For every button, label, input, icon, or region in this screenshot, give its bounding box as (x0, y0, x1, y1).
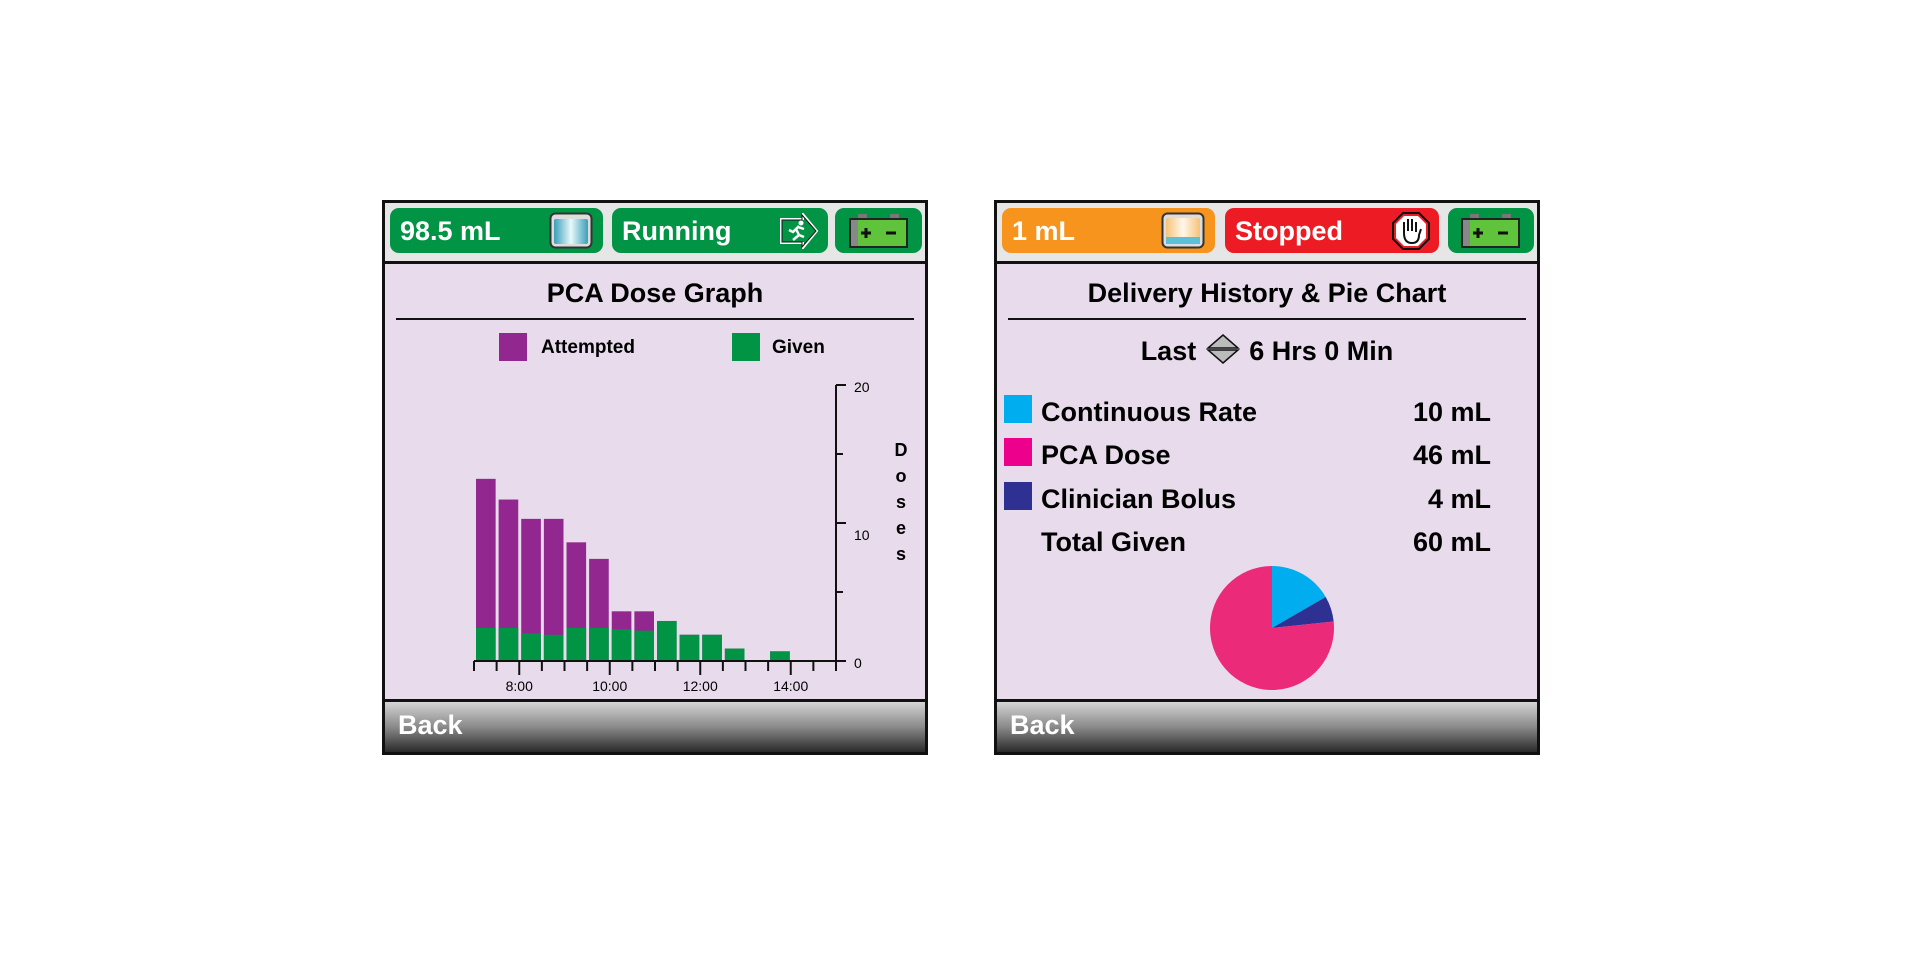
bar-given (476, 627, 496, 661)
volume-text: 98.5 mL (400, 216, 501, 246)
bar-given (521, 633, 541, 661)
delivery-history-screen: 1 mL Stopped Delivery H (994, 200, 1540, 755)
pie-slice-continuous-rate (1272, 566, 1326, 628)
title-divider (1008, 318, 1526, 320)
swatch-continuous-rate (1004, 395, 1032, 423)
battery-indicator (1448, 208, 1534, 253)
title-divider (396, 318, 914, 320)
row-value: 46 mL (1412, 440, 1491, 470)
battery-icon (849, 214, 908, 248)
bar-given (634, 630, 654, 661)
state-text: Stopped (1235, 216, 1343, 246)
stop-hand-icon (1392, 212, 1430, 250)
legend-given: Given (772, 337, 825, 358)
pie-slice-clinician-bolus (1272, 597, 1334, 628)
bar-attempted (476, 478, 496, 661)
reservoir-icon (549, 212, 593, 249)
pca-dose-bar-chart: 20 10 0 8:00 10:00 12:00 14:00 (473, 379, 870, 694)
x-tick-label: 10:00 (592, 678, 627, 694)
screen-title: PCA Dose Graph (546, 278, 764, 308)
x-tick-label: 8:00 (506, 678, 533, 694)
screen-title: Delivery History & Pie Chart (1087, 278, 1447, 308)
bar-given (770, 651, 790, 661)
bar-given (566, 627, 587, 661)
y-tick-label: 10 (854, 527, 870, 543)
x-tick-label: 14:00 (773, 678, 808, 694)
row-label: Continuous Rate (1041, 397, 1257, 427)
period-prefix: Last (1140, 336, 1197, 366)
total-label: Total Given (1041, 527, 1187, 557)
back-label: Back (398, 710, 463, 740)
bar-attempted (543, 518, 564, 661)
x-tick-label: 12:00 (683, 678, 718, 694)
bar-given (498, 627, 519, 661)
status-bar: 1 mL Stopped (997, 203, 1537, 264)
row-value: 4 mL (1427, 484, 1491, 514)
bar-given (543, 634, 564, 661)
delivery-pie-chart (1210, 566, 1334, 690)
legend-swatch-given (732, 333, 760, 361)
back-button[interactable]: Back (997, 699, 1537, 752)
running-icon (780, 213, 819, 249)
pump-state-stopped: Stopped (1225, 208, 1439, 253)
back-button[interactable]: Back (385, 699, 925, 752)
legend-swatch-attempted (499, 333, 527, 361)
battery-indicator (835, 208, 922, 253)
volume-indicator: 98.5 mL (390, 208, 603, 253)
row-label: PCA Dose (1041, 440, 1171, 470)
swatch-pca-dose (1004, 438, 1032, 466)
row-label: Clinician Bolus (1041, 484, 1237, 514)
bar-given (589, 627, 609, 661)
bar-given (611, 629, 632, 661)
up-down-arrows-icon[interactable] (1205, 334, 1240, 364)
swatch-clinician-bolus (1004, 482, 1032, 510)
bar-attempted (521, 518, 541, 661)
bar-given (679, 634, 700, 661)
reservoir-low-icon (1161, 212, 1205, 249)
back-label: Back (1010, 710, 1075, 740)
bar-given (702, 634, 722, 661)
status-bar: 98.5 mL Running (385, 203, 925, 264)
period-selector: Last 6 Hrs 0 Min (997, 334, 1537, 367)
volume-indicator: 1 mL (1002, 208, 1215, 253)
period-value[interactable]: 6 Hrs 0 Min (1249, 336, 1394, 366)
pie-slice-pca-dose (1210, 566, 1334, 690)
bar-given (724, 648, 745, 661)
y-tick-label: 20 (854, 379, 870, 395)
y-tick-label: 0 (854, 655, 862, 671)
bar-attempted (498, 499, 519, 661)
pump-state-running: Running (612, 208, 828, 253)
battery-icon (1461, 214, 1520, 248)
legend-attempted: Attempted (541, 337, 635, 358)
y-axis-label: Doses (894, 440, 908, 564)
volume-text: 1 mL (1012, 216, 1076, 246)
row-value: 10 mL (1412, 397, 1491, 427)
pca-dose-graph-screen: 98.5 mL Running PCA Dos (382, 200, 928, 755)
total-value: 60 mL (1412, 527, 1491, 557)
bar-given (657, 620, 677, 661)
state-text: Running (622, 216, 732, 246)
